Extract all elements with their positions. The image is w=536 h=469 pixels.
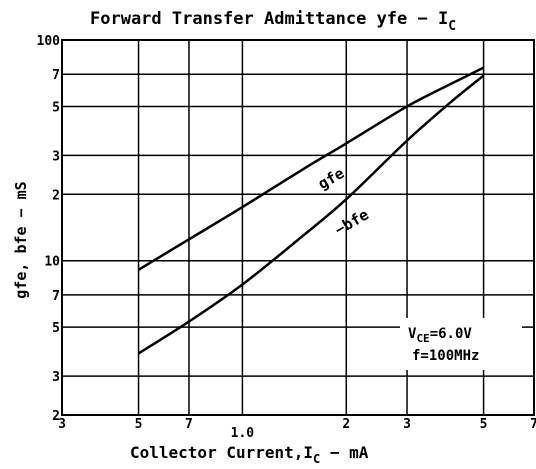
y-tick-label: 100	[37, 34, 61, 49]
y-axis-label: gfe, bfe − mS	[12, 181, 30, 298]
xlabel-text: Collector Current,I	[130, 443, 313, 462]
ann-v: V	[408, 326, 417, 342]
x-tick-label: 5	[480, 417, 488, 432]
x-axis-label: Collector Current,IC − mA	[130, 443, 369, 466]
series-label: −bfe	[332, 205, 372, 239]
title-sub: C	[448, 19, 456, 34]
x-tick-label: 2	[342, 417, 350, 432]
series-line	[137, 74, 485, 355]
chart-title: Forward Transfer Admittance yfe − IC	[90, 9, 456, 34]
annotation: VCE=6.0V	[408, 326, 472, 345]
ann-val: =6.0V	[430, 326, 473, 342]
plot-frame	[61, 39, 535, 416]
y-tick-label: 5	[52, 321, 60, 336]
series-line	[137, 66, 485, 271]
xlabel-end: − mA	[320, 443, 369, 462]
x-tick-label: 5	[135, 417, 143, 432]
series-label: gfe	[315, 164, 347, 193]
xlabel-sub: C	[313, 452, 320, 466]
x-tick-label: 7	[185, 417, 193, 432]
y-tick-label: 3	[52, 149, 60, 164]
annotation: f=100MHz	[412, 348, 479, 364]
y-tick-label: 2	[52, 188, 60, 203]
x-tick-label: 7	[530, 417, 536, 432]
y-tick-label: 7	[52, 289, 60, 304]
y-tick-label: 2	[52, 409, 60, 424]
y-tick-label: 3	[52, 370, 60, 385]
x-tick-label: 1.0	[231, 426, 255, 441]
y-tick-label: 7	[52, 68, 60, 83]
ann-sub: CE	[416, 332, 429, 345]
y-tick-label: 10	[44, 255, 60, 270]
x-tick-label: 3	[58, 417, 66, 432]
title-text: Forward Transfer Admittance yfe − I	[90, 9, 448, 29]
annotation-bg	[400, 318, 522, 370]
y-tick-label: 5	[52, 100, 60, 115]
x-tick-label: 3	[403, 417, 411, 432]
